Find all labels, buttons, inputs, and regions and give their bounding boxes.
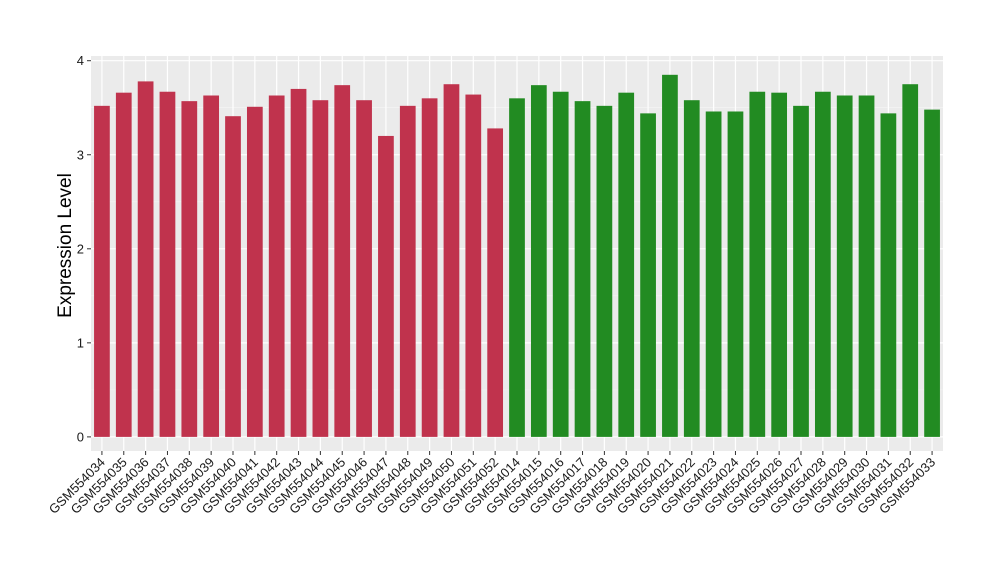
y-tick-label: 2 — [77, 241, 84, 256]
bar-GSM554032 — [902, 84, 919, 437]
bars — [94, 74, 940, 437]
bar-GSM554050 — [443, 84, 460, 437]
bar-GSM554040 — [225, 116, 241, 437]
bar-GSM554033 — [924, 109, 940, 437]
y-axis: 0 1 2 3 4 — [77, 53, 91, 444]
bar-GSM554028 — [814, 91, 831, 437]
bar-GSM554039 — [203, 95, 220, 437]
bar-GSM554052 — [487, 128, 504, 437]
y-tick-label: 0 — [77, 429, 84, 444]
y-tick-label: 4 — [77, 53, 84, 68]
bar-GSM554015 — [530, 85, 547, 437]
bar-GSM554029 — [836, 95, 853, 437]
bar-GSM554020 — [640, 113, 656, 437]
bar-GSM554051 — [465, 94, 482, 437]
bar-GSM554027 — [793, 105, 809, 437]
bar-GSM554035 — [115, 92, 132, 437]
bar-GSM554026 — [771, 92, 788, 437]
bar-GSM554037 — [159, 91, 176, 437]
bar-GSM554043 — [290, 88, 307, 437]
bar-GSM554038 — [181, 101, 198, 437]
bar-GSM554046 — [356, 100, 372, 437]
y-tick-label: 1 — [77, 335, 84, 350]
bar-GSM554036 — [137, 81, 154, 437]
bar-GSM554019 — [618, 92, 635, 437]
bar-GSM554034 — [94, 105, 110, 437]
bar-GSM554014 — [509, 98, 525, 437]
bar-GSM554044 — [312, 100, 329, 437]
bar-GSM554048 — [399, 105, 416, 437]
bar-GSM554016 — [552, 91, 569, 437]
bar-GSM554024 — [727, 111, 744, 437]
bar-GSM554049 — [421, 98, 438, 437]
y-axis-title: Expression Level — [55, 173, 76, 318]
bar-GSM554023 — [705, 111, 722, 437]
bar-GSM554025 — [749, 91, 766, 437]
bar-GSM554042 — [268, 95, 285, 437]
bar-GSM554017 — [574, 101, 591, 437]
x-axis: GSM554034GSM554035GSM554036GSM554037GSM5… — [46, 451, 938, 517]
bar-GSM554018 — [596, 105, 613, 437]
bar-GSM554047 — [378, 135, 394, 437]
bar-GSM554021 — [662, 74, 678, 437]
bar-GSM554022 — [683, 100, 700, 437]
y-tick-label: 3 — [77, 147, 84, 162]
bar-GSM554045 — [334, 85, 351, 437]
bar-GSM554041 — [246, 106, 263, 437]
bar-GSM554030 — [858, 95, 875, 437]
bar-GSM554031 — [880, 113, 897, 437]
